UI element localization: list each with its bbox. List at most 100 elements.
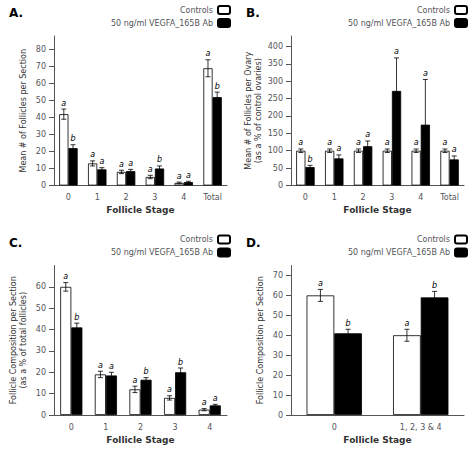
svg-text:A.: A. <box>9 6 23 20</box>
svg-text:a: a <box>318 279 323 288</box>
svg-text:40: 40 <box>273 331 283 340</box>
svg-text:3: 3 <box>173 423 178 432</box>
svg-text:(as a % of total follicles): (as a % of total follicles) <box>19 292 28 389</box>
svg-text:b: b <box>143 367 148 376</box>
svg-text:a: a <box>148 165 153 174</box>
svg-text:b: b <box>215 82 220 91</box>
svg-text:Mean # of Follicles per Ovary: Mean # of Follicles per Ovary <box>244 52 253 170</box>
svg-text:a: a <box>213 394 218 403</box>
svg-text:20: 20 <box>273 371 283 380</box>
svg-text:50 ng/ml VEGFA_165B Ab: 50 ng/ml VEGFA_165B Ab <box>111 248 213 257</box>
svg-text:10: 10 <box>36 389 46 398</box>
svg-text:50: 50 <box>273 164 283 173</box>
svg-text:50: 50 <box>273 311 283 320</box>
svg-text:20: 20 <box>36 368 46 377</box>
svg-text:Follicle Composition per Secti: Follicle Composition per Section <box>9 276 18 404</box>
svg-text:80: 80 <box>36 45 46 54</box>
svg-text:a: a <box>90 150 95 159</box>
svg-text:0: 0 <box>41 181 46 190</box>
svg-text:1: 1 <box>332 193 337 202</box>
svg-text:3: 3 <box>152 193 157 202</box>
svg-text:100: 100 <box>268 146 283 155</box>
svg-text:60: 60 <box>273 291 283 300</box>
svg-text:Follicle Stage: Follicle Stage <box>106 435 174 445</box>
svg-text:b: b <box>346 319 351 328</box>
svg-text:b: b <box>74 313 79 322</box>
svg-text:C.: C. <box>9 236 22 250</box>
svg-text:a: a <box>99 157 104 166</box>
svg-text:a: a <box>109 362 114 371</box>
svg-text:Total: Total <box>202 193 222 202</box>
svg-text:a: a <box>128 159 133 168</box>
svg-text:a: a <box>98 361 103 370</box>
svg-text:1: 1 <box>103 423 108 432</box>
svg-text:Controls: Controls <box>180 6 213 15</box>
svg-text:10: 10 <box>273 391 283 400</box>
svg-text:b: b <box>70 134 75 143</box>
svg-text:300: 300 <box>268 77 283 86</box>
svg-text:b: b <box>307 155 312 164</box>
svg-text:a: a <box>61 99 66 108</box>
svg-text:0: 0 <box>332 423 337 432</box>
svg-text:400: 400 <box>268 42 283 51</box>
svg-text:50: 50 <box>36 96 46 105</box>
svg-text:a: a <box>177 172 182 181</box>
svg-text:50 ng/ml VEGFA_165B Ab: 50 ng/ml VEGFA_165B Ab <box>348 19 450 28</box>
svg-text:Follicle Stage: Follicle Stage <box>106 205 174 215</box>
svg-text:2: 2 <box>138 423 143 432</box>
svg-text:4: 4 <box>207 423 212 432</box>
svg-text:0: 0 <box>66 193 71 202</box>
svg-text:50 ng/ml VEGFA_165B Ab: 50 ng/ml VEGFA_165B Ab <box>348 248 450 257</box>
svg-text:Controls: Controls <box>180 235 213 244</box>
svg-text:Controls: Controls <box>417 6 450 15</box>
svg-text:b: b <box>432 281 437 290</box>
svg-text:a: a <box>119 160 124 169</box>
svg-text:70: 70 <box>273 271 283 280</box>
svg-text:30: 30 <box>273 351 283 360</box>
svg-text:a: a <box>336 144 341 153</box>
svg-text:a: a <box>186 171 191 180</box>
svg-text:a: a <box>327 138 332 147</box>
svg-text:50 ng/ml VEGFA_165B Ab: 50 ng/ml VEGFA_165B Ab <box>111 19 213 28</box>
svg-text:350: 350 <box>268 59 283 68</box>
svg-text:D.: D. <box>246 236 261 250</box>
svg-text:a: a <box>414 138 419 147</box>
svg-text:Total: Total <box>439 193 459 202</box>
svg-text:a: a <box>133 376 138 385</box>
svg-text:B.: B. <box>246 6 260 20</box>
svg-text:200: 200 <box>268 111 283 120</box>
svg-text:250: 250 <box>268 94 283 103</box>
svg-text:10: 10 <box>36 164 46 173</box>
svg-text:a: a <box>206 49 211 58</box>
svg-text:2: 2 <box>361 193 366 202</box>
svg-text:0: 0 <box>278 411 283 420</box>
svg-text:2: 2 <box>124 193 129 202</box>
svg-text:Controls: Controls <box>417 235 450 244</box>
svg-text:60: 60 <box>36 79 46 88</box>
svg-text:a: a <box>404 319 409 328</box>
svg-text:1: 1 <box>95 193 100 202</box>
svg-text:50: 50 <box>36 304 46 313</box>
svg-text:70: 70 <box>36 62 46 71</box>
svg-text:0: 0 <box>69 423 74 432</box>
svg-text:a: a <box>298 138 303 147</box>
svg-text:a: a <box>394 47 399 56</box>
svg-text:20: 20 <box>36 147 46 156</box>
svg-text:40: 40 <box>36 113 46 122</box>
svg-text:0: 0 <box>41 411 46 420</box>
svg-text:a: a <box>385 138 390 147</box>
svg-text:40: 40 <box>36 325 46 334</box>
svg-text:a: a <box>452 145 457 154</box>
svg-text:150: 150 <box>268 129 283 138</box>
svg-text:Follicle Composition per Secti: Follicle Composition per Section <box>256 276 265 404</box>
svg-text:b: b <box>178 358 183 367</box>
svg-text:30: 30 <box>36 130 46 139</box>
svg-text:a: a <box>202 398 207 407</box>
svg-text:a: a <box>423 69 428 78</box>
svg-text:4: 4 <box>181 193 186 202</box>
svg-text:60: 60 <box>36 282 46 291</box>
svg-text:a: a <box>356 138 361 147</box>
svg-text:30: 30 <box>36 346 46 355</box>
svg-text:3: 3 <box>389 193 394 202</box>
svg-text:a: a <box>63 272 68 281</box>
